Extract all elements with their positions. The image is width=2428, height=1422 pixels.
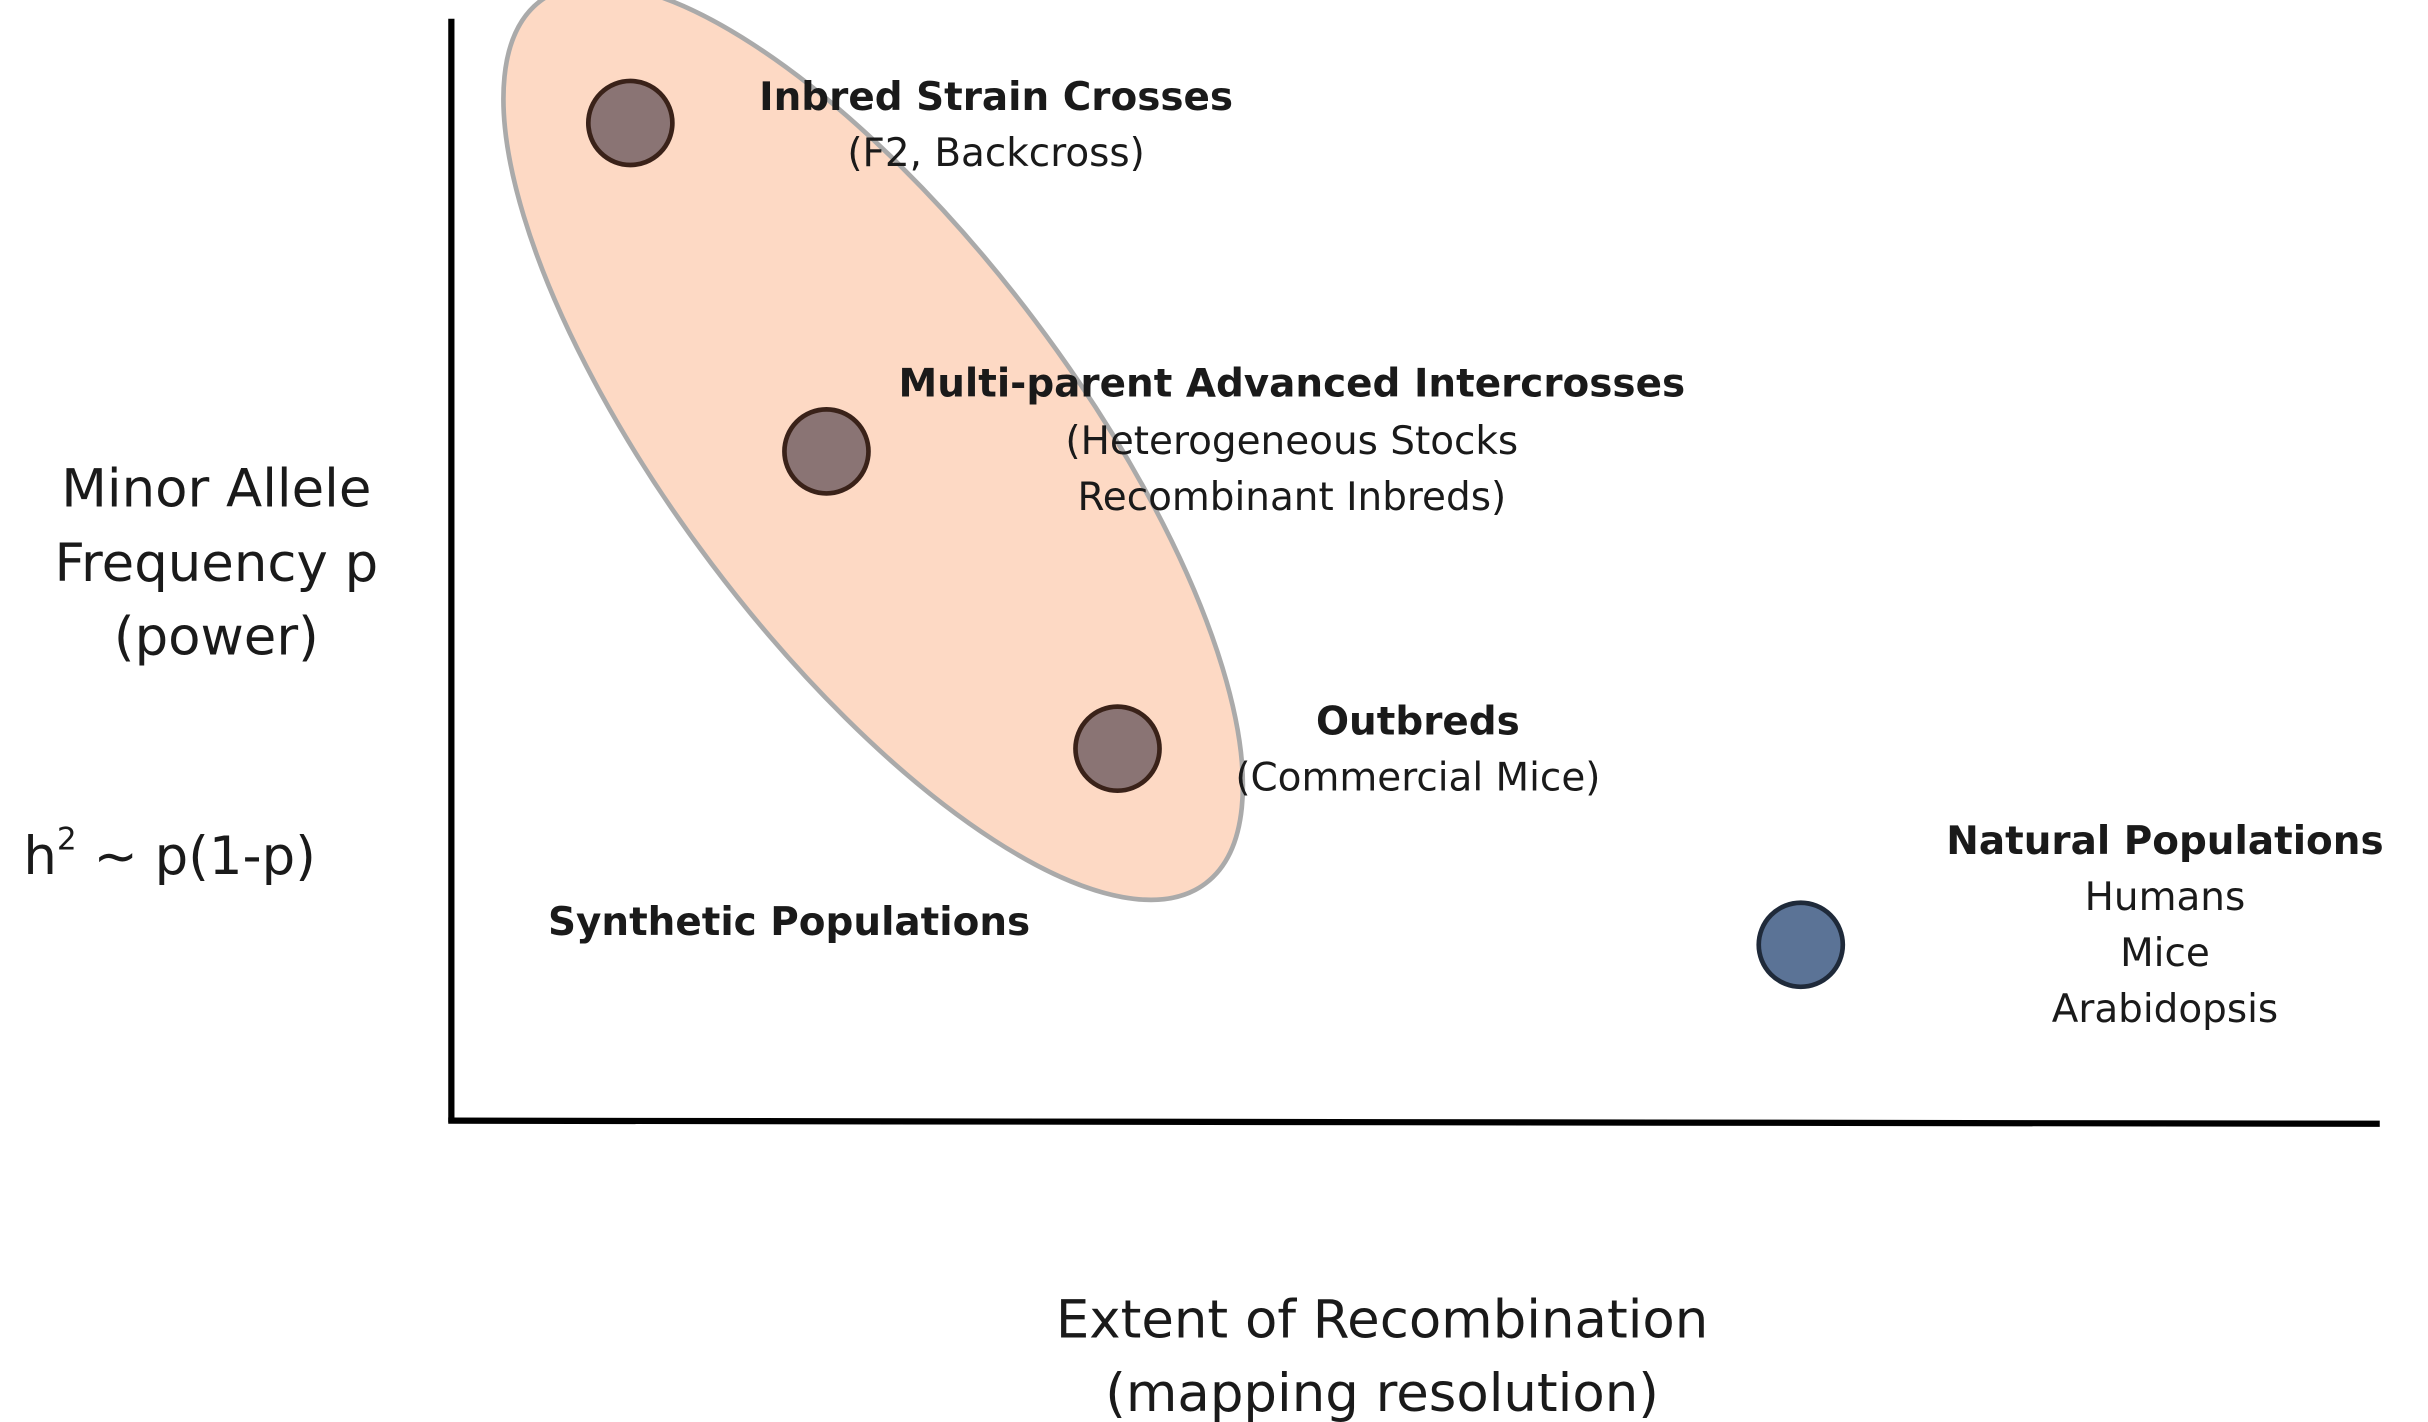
formula-base: h	[23, 826, 57, 887]
synthetic-group-ellipse	[501, 0, 1246, 903]
y-axis-label: (power)	[114, 606, 319, 667]
node-marker	[1756, 900, 1846, 990]
node-title: Inbred Strain Crosses	[759, 75, 1233, 120]
formula-superscript: 2	[57, 821, 77, 857]
x-axis-label: (mapping resolution)	[1105, 1363, 1659, 1422]
node-markers	[585, 78, 1846, 990]
node-detail: (Heterogeneous Stocks	[1065, 419, 1518, 464]
node-title: Multi-parent Advanced Intercrosses	[898, 362, 1685, 407]
formula-rest: ~ p(1-p)	[77, 826, 316, 887]
node-detail: Arabidopsis	[2052, 987, 2279, 1032]
y-axis-label: Minor Allele	[61, 458, 371, 519]
node-title: Natural Populations	[1946, 819, 2383, 864]
node-marker	[782, 407, 871, 496]
formula: h2 ~ p(1-p)	[23, 821, 316, 886]
group-label: Synthetic Populations	[548, 900, 1030, 945]
node-marker	[1073, 704, 1162, 794]
node-title: Outbreds	[1316, 699, 1520, 744]
x-axis-label: Extent of Recombination	[1056, 1290, 1708, 1351]
node-detail: Mice	[2120, 931, 2210, 976]
node-detail: (F2, Backcross)	[847, 131, 1145, 176]
node-detail: Recombinant Inbreds)	[1077, 475, 1506, 520]
y-axis-label: Frequency p	[54, 533, 378, 594]
x-axis	[448, 1117, 2380, 1127]
node-detail: (Commercial Mice)	[1235, 755, 1600, 800]
node-marker	[585, 78, 675, 168]
node-detail: Humans	[2085, 875, 2246, 920]
